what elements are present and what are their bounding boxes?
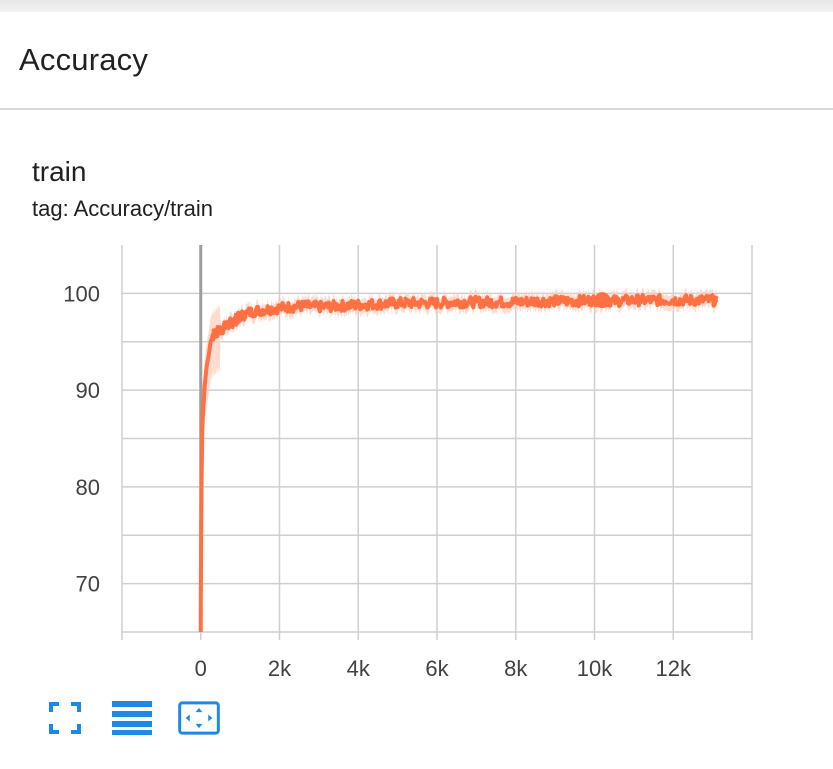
section-header[interactable]: Accuracy — [0, 12, 833, 110]
data-point — [711, 299, 714, 302]
data-point — [652, 299, 655, 302]
chart-tag: tag: Accuracy/train — [32, 196, 213, 222]
x-tick-label: 4k — [347, 656, 371, 681]
fullscreen-icon — [49, 702, 81, 734]
y-tick-label: 100 — [63, 281, 100, 306]
x-tick-label: 12k — [656, 656, 692, 681]
chart-title: train — [32, 156, 86, 188]
data-point — [613, 300, 616, 303]
data-point — [357, 303, 360, 306]
data-point — [573, 300, 576, 303]
data-point — [223, 326, 226, 329]
data-point — [227, 323, 230, 326]
data-point — [207, 355, 210, 358]
x-tick-label: 10k — [577, 656, 613, 681]
data-point — [715, 300, 718, 303]
data-point — [202, 398, 205, 401]
data-point — [337, 304, 340, 307]
data-point — [317, 305, 320, 308]
data-point — [475, 301, 478, 304]
data-point — [199, 601, 202, 604]
toggle-log-list-button[interactable] — [111, 697, 153, 739]
highlight-point — [594, 292, 610, 308]
fullscreen-button[interactable] — [44, 697, 86, 739]
data-point — [211, 335, 214, 338]
data-point — [201, 427, 204, 430]
data-point — [203, 384, 206, 387]
y-tick-label: 70 — [76, 572, 100, 597]
data-point — [672, 299, 675, 302]
series-raw-band — [201, 287, 717, 632]
data-point — [200, 485, 203, 488]
data-point — [278, 306, 281, 309]
data-point — [416, 302, 419, 305]
data-point — [632, 299, 635, 302]
y-tick-label: 80 — [76, 475, 100, 500]
data-point — [436, 302, 439, 305]
x-tick-label: 6k — [425, 656, 449, 681]
data-point — [262, 308, 265, 311]
top-strip — [0, 0, 833, 12]
x-tick-label: 2k — [268, 656, 292, 681]
data-point — [205, 364, 208, 367]
data-point — [235, 318, 238, 321]
data-point — [231, 321, 234, 324]
y-tick-label: 90 — [76, 378, 100, 403]
data-point — [302, 304, 305, 307]
chart-toolbar — [44, 697, 220, 739]
data-point — [247, 311, 250, 314]
data-point — [495, 301, 498, 304]
x-tick-label: 0 — [195, 656, 207, 681]
accuracy-chart[interactable]: 0 2k 4k 6k 8k 10k 12k 70 80 90 100 — [0, 230, 833, 690]
fit-domain-button[interactable] — [178, 697, 220, 739]
data-point — [554, 300, 557, 303]
fit-domain-icon — [178, 698, 220, 738]
data-point — [254, 309, 257, 312]
list-icon — [111, 700, 153, 736]
data-point — [514, 301, 517, 304]
data-point — [219, 329, 222, 332]
data-point — [270, 307, 273, 310]
data-point — [396, 302, 399, 305]
data-point — [534, 300, 537, 303]
x-tick-label: 8k — [504, 656, 528, 681]
data-point — [239, 315, 242, 318]
data-point — [209, 340, 212, 343]
series-line — [201, 295, 717, 632]
data-point — [290, 305, 293, 308]
data-point — [691, 299, 694, 302]
section-title: Accuracy — [19, 42, 148, 78]
data-point — [215, 331, 218, 334]
data-point — [376, 303, 379, 306]
data-point — [455, 301, 458, 304]
data-point — [202, 408, 205, 411]
